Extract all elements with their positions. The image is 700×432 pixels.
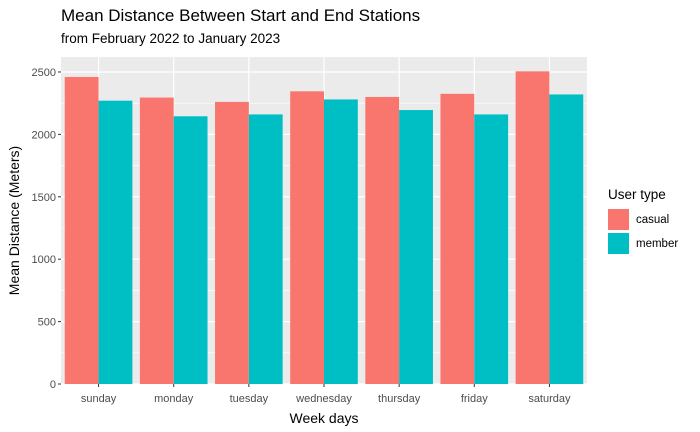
bar-member-monday — [173, 116, 208, 384]
x-tick-label-saturday: saturday — [528, 393, 571, 405]
legend-key-member — [608, 233, 629, 254]
bar-casual-saturday — [515, 71, 550, 384]
bar-casual-sunday — [64, 76, 99, 384]
x-tick-label-thursday: thursday — [378, 393, 421, 405]
y-tick-label: 1000 — [32, 254, 56, 266]
bar-member-wednesday — [324, 99, 358, 384]
chart-title: Mean Distance Between Start and End Stat… — [61, 6, 421, 25]
legend-label-member: member — [636, 237, 679, 250]
y-tick-label: 500 — [38, 317, 56, 329]
x-tick-label-tuesday: tuesday — [230, 393, 269, 405]
bar-casual-friday — [440, 93, 475, 385]
bar-casual-monday — [139, 97, 174, 384]
bar-casual-tuesday — [215, 101, 249, 384]
x-tick-label-friday: friday — [461, 393, 488, 405]
bar-casual-thursday — [365, 96, 400, 384]
legend-item-member: member — [608, 232, 678, 255]
legend-label-casual: casual — [636, 213, 670, 226]
legend-key-casual — [608, 209, 629, 230]
bar-casual-wednesday — [290, 91, 324, 385]
y-axis-label: Mean Distance (Meters) — [6, 146, 22, 295]
y-tick-label: 2000 — [32, 129, 56, 141]
bar-member-saturday — [549, 94, 584, 384]
legend: User type casual member — [608, 187, 678, 256]
bar-member-thursday — [399, 110, 433, 385]
x-tick-label-monday: monday — [154, 393, 194, 405]
chart-subtitle: from February 2022 to January 2023 — [61, 31, 281, 46]
bar-member-friday — [474, 114, 509, 384]
bar-member-tuesday — [248, 114, 283, 384]
x-axis-label: Week days — [290, 410, 359, 426]
y-tick-label: 1500 — [32, 192, 56, 204]
legend-item-casual: casual — [608, 208, 678, 231]
y-tick-label: 0 — [50, 379, 56, 391]
bar-member-sunday — [98, 100, 133, 385]
legend-title: User type — [608, 187, 666, 202]
y-tick-label: 2500 — [32, 67, 56, 79]
x-tick-label-wednesday: wednesday — [295, 393, 352, 405]
x-tick-label-sunday: sunday — [81, 393, 117, 405]
